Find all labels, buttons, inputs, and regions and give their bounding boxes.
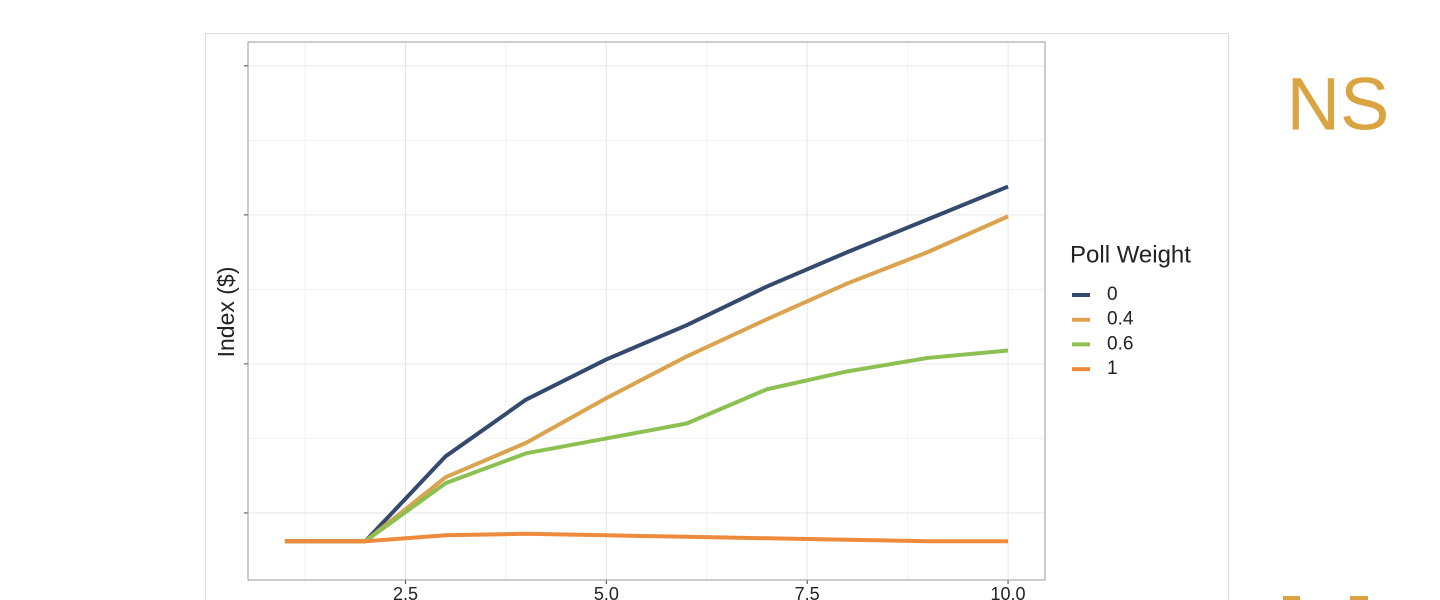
x-tick-label: 10.0: [991, 584, 1026, 600]
legend-title: Poll Weight: [1070, 241, 1191, 268]
legend-label: 0.6: [1107, 333, 1133, 354]
decoration: [1283, 596, 1368, 600]
plot-area: [248, 42, 1045, 580]
series-line: [284, 184, 1009, 544]
x-tick-label: 2.5: [393, 584, 418, 600]
legend-label: 0: [1107, 284, 1118, 305]
x-tick-label: 5.0: [594, 584, 619, 600]
slide-text: NS: [1287, 63, 1390, 146]
series-line: [284, 214, 1009, 544]
series-line: [284, 348, 1009, 544]
legend-label: 0.4: [1107, 309, 1134, 330]
plot-border: [247, 41, 1046, 581]
series-line: [284, 531, 1009, 544]
y-axis-label: Index ($): [213, 267, 239, 358]
legend-label: 1: [1107, 358, 1118, 379]
x-tick-label: 7.5: [795, 584, 820, 600]
